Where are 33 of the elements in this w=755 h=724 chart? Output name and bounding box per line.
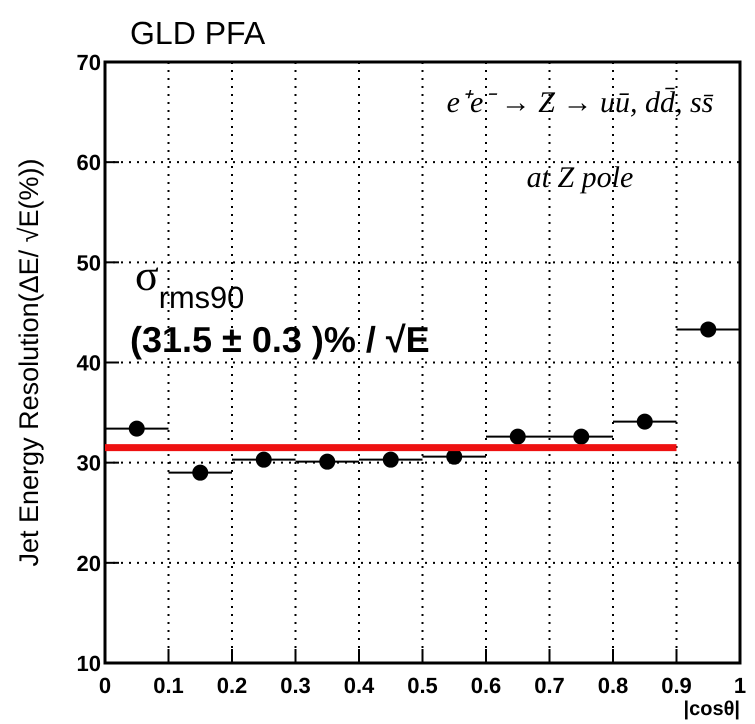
y-tick-label: 20: [76, 550, 101, 576]
x-tick-label: 0.1: [153, 673, 184, 698]
chart-title: GLD PFA: [130, 15, 266, 51]
y-tick-label: 60: [76, 150, 101, 176]
y-tick-label: 50: [76, 250, 101, 276]
point: [510, 428, 526, 445]
y-axis-title: Jet Energy Resolution(ΔE/ √E(%)): [14, 158, 44, 566]
point: [256, 452, 272, 468]
x-tick-label: 0.9: [661, 673, 692, 698]
y-tick-label: 70: [76, 50, 101, 75]
point: [382, 452, 399, 468]
x-axis-title: |cosθ|: [684, 698, 740, 720]
x-tick-label: 0.5: [407, 673, 438, 698]
annotation: e⁺e⁻ → Z → uū, dd̄, ss̄: [446, 86, 714, 119]
point: [573, 428, 590, 445]
x-tick-label: 0.7: [534, 673, 565, 698]
x-tick-label: 0.8: [598, 673, 628, 698]
point: [319, 454, 336, 470]
y-tick-label: 30: [76, 450, 101, 476]
y-tick-label: 10: [76, 651, 101, 676]
annotation: σ$_{rms90}$: [135, 251, 244, 314]
point: [128, 420, 145, 437]
x-tick-label: 1: [734, 673, 746, 698]
point: [636, 414, 653, 430]
annotation: at Z pole: [526, 161, 634, 194]
x-tick-label: 0.6: [470, 673, 502, 698]
x-tick-label: 0.2: [216, 673, 248, 698]
y-tick-label: 40: [76, 350, 101, 376]
x-tick-label: 0.3: [280, 673, 311, 698]
point: [192, 464, 208, 481]
point: [700, 321, 716, 338]
x-tick-label: 0: [98, 673, 112, 698]
x-tick-label: 0.4: [344, 673, 376, 698]
